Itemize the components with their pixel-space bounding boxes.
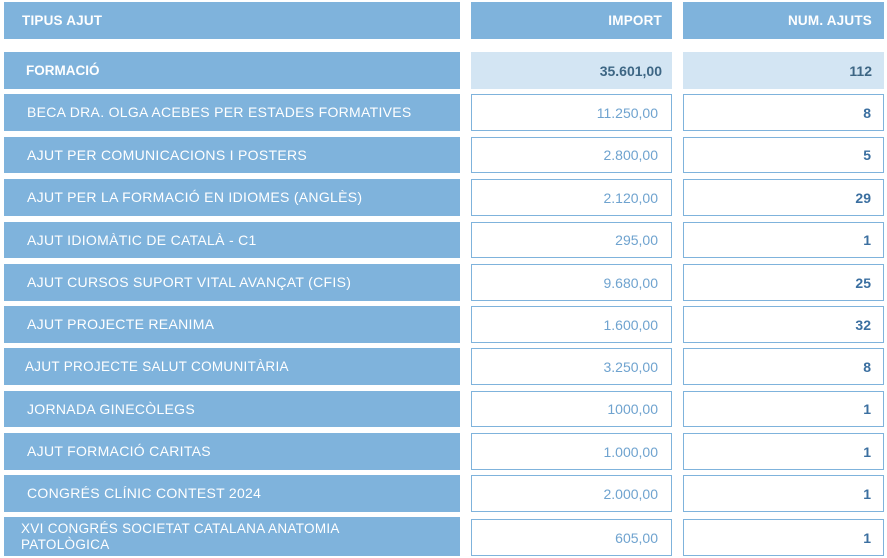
table-row-amount: 2.120,00	[471, 179, 672, 216]
table-row-amount: 2.800,00	[471, 137, 672, 173]
header-type: TIPUS AJUT	[4, 2, 460, 39]
table-row-amount: 9.680,00	[471, 264, 672, 301]
table-row-count: 29	[683, 179, 884, 216]
category-count: 112	[683, 52, 884, 89]
table-row-amount: 1.000,00	[471, 433, 672, 470]
table-row-amount: 1.600,00	[471, 306, 672, 343]
table-row-count: 8	[683, 94, 884, 131]
table-row-amount: 11.250,00	[471, 94, 672, 131]
table-row-label: AJUT FORMACIÓ CARITAS	[4, 433, 460, 470]
table-row-label: AJUT CURSOS SUPORT VITAL AVANÇAT (CFIS)	[4, 264, 460, 301]
table-row-label: AJUT IDIOMÀTIC DE CATALÀ - C1	[4, 222, 460, 258]
table-row-label: XVI CONGRÉS SOCIETAT CATALANA ANATOMIA P…	[4, 517, 460, 556]
table-row-count: 25	[683, 264, 884, 301]
table-row-label: CONGRÉS CLÍNIC CONTEST 2024	[4, 475, 460, 512]
header-amount: IMPORT	[471, 2, 672, 39]
table-row-count: 8	[683, 348, 884, 385]
table-row-count: 1	[683, 519, 884, 556]
category-amount: 35.601,00	[471, 52, 672, 89]
table-row-count: 1	[683, 475, 884, 512]
table-row-amount: 3.250,00	[471, 348, 672, 385]
category-label: FORMACIÓ	[4, 52, 460, 89]
table-row-count: 32	[683, 306, 884, 343]
table-row-amount: 605,00	[471, 519, 672, 556]
table-row-amount: 1000,00	[471, 391, 672, 427]
table-row-label: AJUT PROJECTE REANIMA	[4, 306, 460, 343]
table-row-label: AJUT PER LA FORMACIÓ EN IDIOMES (ANGLÈS)	[4, 179, 460, 216]
table-row-label: BECA DRA. OLGA ACEBES PER ESTADES FORMAT…	[4, 94, 460, 131]
table-row-label: AJUT PER COMUNICACIONS I POSTERS	[4, 137, 460, 173]
table-row-label: JORNADA GINECÒLEGS	[4, 391, 460, 427]
table-row-count: 1	[683, 433, 884, 470]
table-row-amount: 295,00	[471, 222, 672, 258]
table-row-count: 5	[683, 137, 884, 173]
header-count: NUM. AJUTS	[683, 2, 884, 39]
table-row-amount: 2.000,00	[471, 475, 672, 512]
table-row-label: AJUT PROJECTE SALUT COMUNITÀRIA	[4, 348, 460, 385]
table-row-count: 1	[683, 391, 884, 427]
table-row-count: 1	[683, 222, 884, 258]
